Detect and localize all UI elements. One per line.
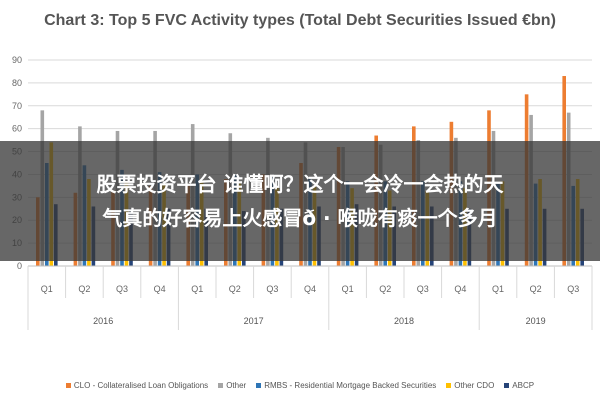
x-tick-label: Q3 xyxy=(417,284,429,294)
y-tick-label: 0 xyxy=(17,261,22,271)
x-tick-label: Q4 xyxy=(304,284,316,294)
chart-legend: CLO - Collateralised Loan Obligations Oth… xyxy=(0,377,600,393)
x-tick-label: Q2 xyxy=(229,284,241,294)
x-tick-label: Q2 xyxy=(78,284,90,294)
legend-item: Other xyxy=(218,381,246,390)
legend-label: Other CDO xyxy=(454,380,495,390)
legend-label: RMBS - Residential Mortgage Backed Secur… xyxy=(264,380,437,390)
legend-item: CLO - Collateralised Loan Obligations xyxy=(65,380,209,390)
year-group-label: 2019 xyxy=(526,316,546,326)
x-tick-label: Q3 xyxy=(266,284,278,294)
legend-swatch xyxy=(446,382,452,388)
x-tick-label: Q1 xyxy=(492,284,504,294)
x-tick-label: Q2 xyxy=(379,284,391,294)
x-tick-label: Q4 xyxy=(454,284,466,294)
legend-label: Other xyxy=(226,380,247,390)
legend-swatch xyxy=(218,382,224,388)
x-tick-label: Q2 xyxy=(530,284,542,294)
x-tick-label: Q3 xyxy=(567,284,579,294)
legend-label: ABCP xyxy=(512,380,535,390)
overlay-text-line-2: 气真的好容易上火感冒ð · 喉咙有痰一个多月 xyxy=(102,206,498,230)
year-group-label: 2016 xyxy=(93,316,113,326)
legend-item: Other CDO xyxy=(446,381,494,390)
text-overlay-banner: 股票投资平台 谁懂啊？这个一会冷一会热的天 气真的好容易上火感冒ð · 喉咙有痰… xyxy=(0,141,600,261)
y-tick-label: 70 xyxy=(12,101,22,111)
legend-label: CLO - Collateralised Loan Obligations xyxy=(73,380,209,390)
x-tick-label: Q1 xyxy=(342,284,354,294)
overlay-text-line-1: 股票投资平台 谁懂啊？这个一会冷一会热的天 xyxy=(96,172,504,196)
legend-swatch xyxy=(504,382,510,388)
x-tick-label: Q4 xyxy=(154,284,166,294)
y-tick-label: 90 xyxy=(12,55,22,65)
x-axis: Q1 Q2 Q3 Q4 Q1 Q2 Q3 Q4 Q1 Q2 Q3 Q4 Q1 Q2 Q3 2016 2017 20… xyxy=(27,265,593,330)
y-tick-label: 60 xyxy=(12,124,22,134)
chart-title: Chart 3: Top 5 FVC Activity types (Total… xyxy=(44,12,556,29)
legend-swatch xyxy=(65,382,71,388)
year-group-label: 2018 xyxy=(394,316,414,326)
x-tick-label: Q3 xyxy=(116,284,128,294)
x-tick-label: Q1 xyxy=(41,284,53,294)
legend-item: RMBS - Residential Mortgage Backed Secur… xyxy=(256,381,436,390)
legend-item: ABCP xyxy=(504,381,534,390)
legend-swatch xyxy=(256,382,262,388)
x-tick-label: Q1 xyxy=(191,284,203,294)
y-tick-label: 80 xyxy=(12,78,22,88)
year-group-label: 2017 xyxy=(244,316,264,326)
